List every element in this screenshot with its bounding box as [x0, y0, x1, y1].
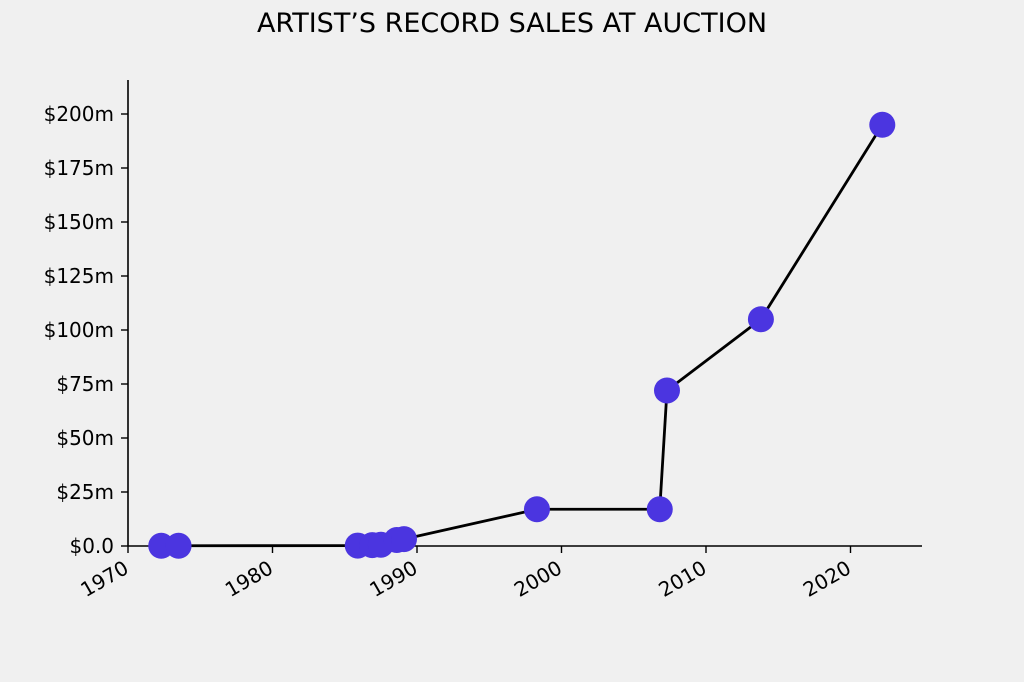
chart-title: ARTIST’S RECORD SALES AT AUCTION [256, 8, 768, 39]
y-tick-label: $200m [44, 102, 114, 126]
y-tick-label: $100m [44, 318, 114, 342]
series-line [161, 124, 884, 548]
x-tick-label: 2020 [799, 556, 855, 602]
x-tick-label: 1970 [76, 556, 132, 602]
data-point [523, 496, 550, 523]
data-point [653, 377, 680, 404]
data-point [646, 496, 673, 523]
x-tick-label: 1980 [221, 556, 277, 602]
data-point [869, 111, 896, 138]
y-tick-label: $0.0 [69, 534, 114, 558]
y-tick-label: $175m [44, 156, 114, 180]
y-tick-label: $25m [56, 480, 114, 504]
y-tick-label: $125m [44, 264, 114, 288]
data-point [165, 532, 192, 559]
data-point [390, 526, 417, 553]
y-tick-label: $150m [44, 210, 114, 234]
x-tick-label: 1990 [365, 556, 421, 602]
x-tick-label: 2000 [510, 556, 566, 602]
y-tick-label: $75m [56, 372, 114, 396]
x-tick-label: 2010 [654, 556, 710, 602]
data-point [747, 306, 774, 333]
y-tick-label: $50m [56, 426, 114, 450]
